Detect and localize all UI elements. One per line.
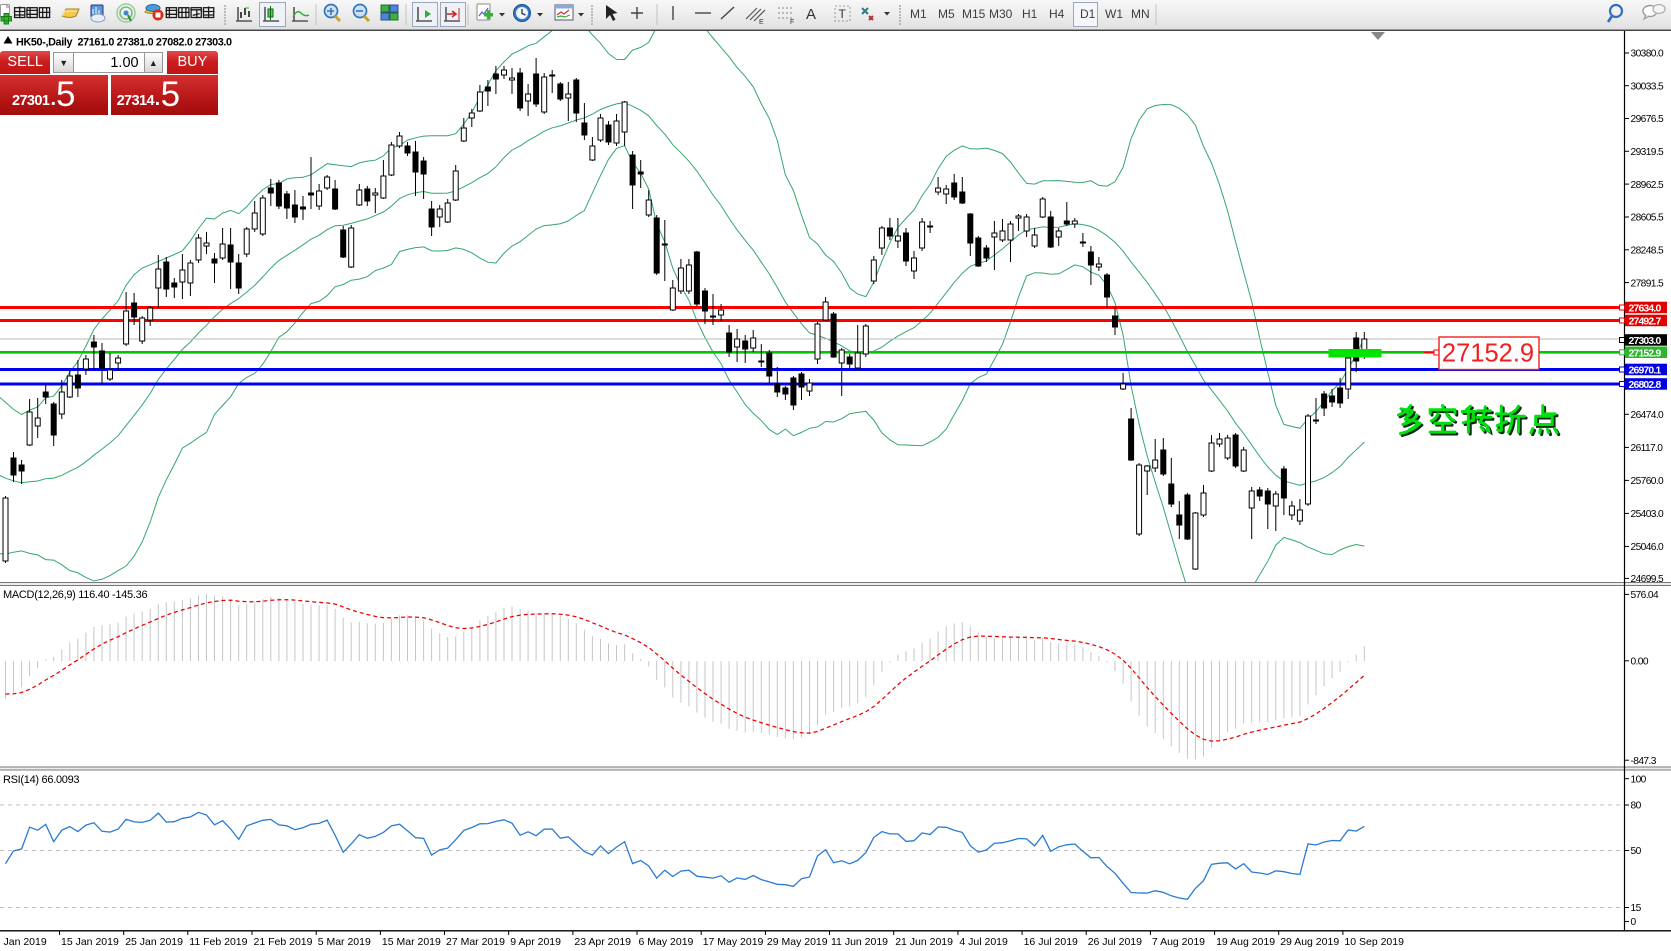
svg-text:M30: M30 [989, 7, 1013, 21]
svg-text:9 Apr 2019: 9 Apr 2019 [510, 936, 561, 948]
svg-text:H4: H4 [1049, 7, 1065, 21]
svg-text:Jan 2019: Jan 2019 [4, 936, 47, 948]
svg-text:25403.0: 25403.0 [1631, 509, 1665, 520]
svg-text:26 Jul 2019: 26 Jul 2019 [1088, 936, 1142, 948]
svg-text:M15: M15 [962, 7, 986, 21]
svg-text:27303.0: 27303.0 [1629, 336, 1662, 347]
svg-text:5 Mar 2019: 5 Mar 2019 [318, 936, 371, 948]
svg-text:27634.0: 27634.0 [1629, 304, 1662, 315]
svg-text:11 Jun 2019: 11 Jun 2019 [831, 936, 888, 948]
svg-text:19 Aug 2019: 19 Aug 2019 [1216, 936, 1275, 948]
svg-text:16 Jul 2019: 16 Jul 2019 [1024, 936, 1078, 948]
svg-text:15 Jan 2019: 15 Jan 2019 [61, 936, 119, 948]
svg-text:28605.5: 28605.5 [1631, 213, 1665, 224]
svg-text:A: A [806, 6, 816, 23]
svg-text:15 Mar 2019: 15 Mar 2019 [382, 936, 441, 948]
svg-text:RSI(14) 66.0093: RSI(14) 66.0093 [3, 774, 79, 786]
svg-text:30033.5: 30033.5 [1631, 81, 1665, 92]
svg-text:10 Sep 2019: 10 Sep 2019 [1344, 936, 1404, 948]
svg-text:25760.0: 25760.0 [1631, 476, 1665, 487]
svg-text:24699.5: 24699.5 [1631, 574, 1665, 585]
svg-text:7 Aug 2019: 7 Aug 2019 [1152, 936, 1205, 948]
svg-text:26117.0: 26117.0 [1631, 443, 1664, 454]
svg-text:15: 15 [1631, 903, 1642, 914]
svg-text:28248.5: 28248.5 [1631, 246, 1665, 257]
svg-text:17 May 2019: 17 May 2019 [703, 936, 764, 948]
svg-text:MN: MN [1131, 7, 1150, 21]
svg-text:29 May 2019: 29 May 2019 [767, 936, 828, 948]
svg-text:27 Mar 2019: 27 Mar 2019 [446, 936, 505, 948]
svg-text:6 May 2019: 6 May 2019 [639, 936, 694, 948]
svg-text:26802.8: 26802.8 [1629, 380, 1662, 391]
svg-text:25 Jan 2019: 25 Jan 2019 [125, 936, 183, 948]
svg-text:F: F [790, 19, 794, 26]
svg-text:25046.0: 25046.0 [1631, 542, 1665, 553]
svg-text:21 Feb 2019: 21 Feb 2019 [254, 936, 313, 948]
svg-text:80: 80 [1631, 801, 1642, 812]
svg-text:100: 100 [1631, 774, 1647, 785]
svg-text:29676.5: 29676.5 [1631, 114, 1665, 125]
svg-text:29319.5: 29319.5 [1631, 147, 1665, 158]
svg-text:E: E [759, 19, 764, 26]
svg-text:-847.3: -847.3 [1631, 756, 1657, 767]
svg-text:H1: H1 [1022, 7, 1038, 21]
svg-text:M1: M1 [910, 7, 927, 21]
svg-text:11 Feb 2019: 11 Feb 2019 [189, 936, 247, 948]
svg-text:27152.9: 27152.9 [1629, 348, 1662, 359]
svg-text:26970.1: 26970.1 [1629, 366, 1662, 377]
svg-text:M5: M5 [938, 7, 955, 21]
svg-text:0: 0 [1631, 917, 1637, 928]
svg-text:21 Jun 2019: 21 Jun 2019 [895, 936, 953, 948]
svg-text:30380.0: 30380.0 [1631, 49, 1665, 60]
svg-text:29 Aug 2019: 29 Aug 2019 [1280, 936, 1339, 948]
svg-text:D1: D1 [1080, 7, 1096, 21]
svg-text:27152.9: 27152.9 [1442, 340, 1534, 368]
svg-text:0.00: 0.00 [1631, 657, 1649, 668]
svg-text:50: 50 [1631, 846, 1642, 857]
svg-text:576.04: 576.04 [1631, 590, 1659, 601]
svg-text:W1: W1 [1105, 7, 1123, 21]
svg-text:HK50-,Daily 27161.0 27381.0 2: HK50-,Daily 27161.0 27381.0 27082.0 2730… [16, 37, 232, 49]
svg-text:27891.5: 27891.5 [1631, 278, 1665, 289]
svg-text:4 Jul 2019: 4 Jul 2019 [959, 936, 1008, 948]
svg-text:27492.7: 27492.7 [1629, 317, 1662, 328]
svg-text:28962.5: 28962.5 [1631, 180, 1665, 191]
svg-text:23 Apr 2019: 23 Apr 2019 [574, 936, 631, 948]
svg-text:T: T [839, 7, 847, 21]
svg-text:MACD(12,26,9) 116.40 -145.36: MACD(12,26,9) 116.40 -145.36 [3, 589, 147, 601]
svg-text:26474.0: 26474.0 [1631, 410, 1665, 421]
